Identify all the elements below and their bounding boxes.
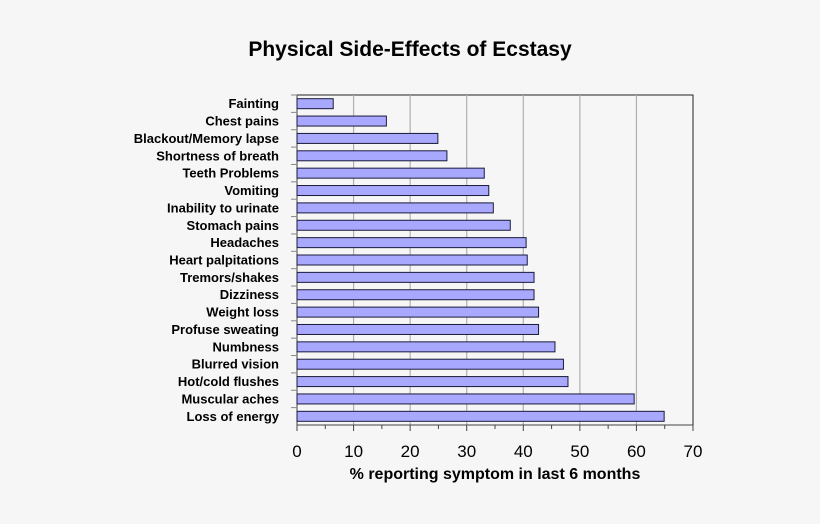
bar	[296, 150, 448, 162]
category-label: Chest pains	[205, 114, 279, 129]
x-tick-label: 0	[292, 442, 301, 461]
bar	[296, 202, 494, 214]
bar	[296, 289, 535, 301]
category-label: Hot/cold flushes	[178, 374, 279, 389]
x-tick-label: 30	[457, 442, 476, 461]
bar	[296, 393, 635, 405]
bar	[296, 185, 490, 197]
bar	[296, 410, 665, 422]
category-label: Muscular aches	[181, 391, 279, 406]
x-axis-label: % reporting symptom in last 6 months	[350, 466, 641, 483]
category-label: Blackout/Memory lapse	[134, 131, 279, 146]
x-tick-label: 10	[344, 442, 363, 461]
x-tick-label: 60	[627, 442, 646, 461]
bar	[296, 271, 535, 283]
bar	[296, 98, 334, 110]
category-label: Blurred vision	[192, 357, 279, 372]
bar	[296, 341, 556, 353]
category-label: Dizziness	[220, 287, 279, 302]
category-label: Teeth Problems	[182, 166, 279, 181]
category-label: Weight loss	[206, 305, 279, 320]
bar	[296, 376, 569, 388]
category-label: Headaches	[210, 235, 279, 250]
x-tick-label: 20	[401, 442, 420, 461]
bar	[296, 254, 528, 266]
category-label: Tremors/shakes	[180, 270, 279, 285]
x-tick-label: 50	[570, 442, 589, 461]
bar	[296, 358, 564, 370]
bar	[296, 132, 439, 144]
category-label: Fainting	[228, 96, 279, 111]
category-label: Vomiting	[224, 183, 279, 198]
bar	[296, 219, 511, 231]
category-label: Heart palpitations	[169, 253, 279, 268]
bar	[296, 237, 527, 249]
chart-title: Physical Side-Effects of Ecstasy	[248, 38, 572, 61]
bar	[296, 323, 540, 335]
x-tick-label: 40	[514, 442, 533, 461]
bar	[296, 115, 387, 127]
x-tick-label: 70	[684, 442, 703, 461]
bar	[296, 306, 540, 318]
category-label: Loss of energy	[187, 409, 280, 424]
bar	[296, 167, 485, 179]
category-label: Inability to urinate	[167, 200, 279, 215]
category-label: Numbness	[213, 339, 279, 354]
category-label: Shortness of breath	[156, 148, 279, 163]
category-label: Stomach pains	[187, 218, 279, 233]
category-label: Profuse sweating	[171, 322, 279, 337]
